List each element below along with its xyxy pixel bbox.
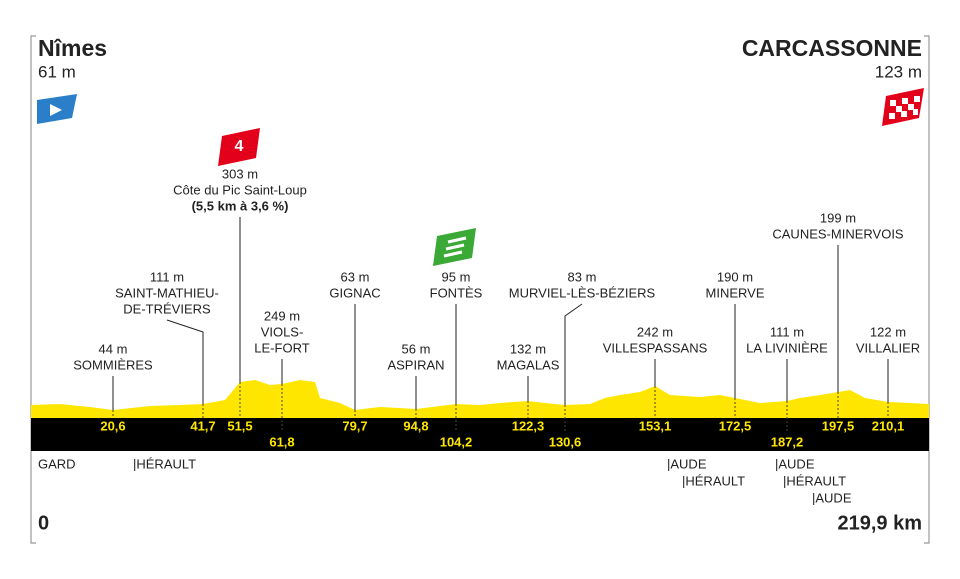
- waypoint-altitude: 83 m: [568, 269, 597, 284]
- waypoint-name: MURVIEL-LÈS-BÉZIERS: [509, 285, 656, 300]
- climb-badge: [218, 128, 260, 166]
- waypoint-altitude: 132 m: [510, 341, 546, 356]
- start-altitude: 61 m: [38, 62, 76, 81]
- waypoint-altitude: 303 m: [222, 166, 258, 181]
- start-flag-arrow: [50, 104, 62, 116]
- waypoint-name: (5,5 km à 3,6 %): [192, 198, 289, 213]
- department: GARD: [38, 456, 76, 471]
- waypoint-km: 41,7: [190, 418, 215, 433]
- waypoint-altitude: 111 m: [770, 324, 804, 339]
- waypoint-name: FONTÈS: [430, 285, 483, 300]
- start-name: Nîmes: [38, 35, 107, 61]
- department: |AUDE: [812, 490, 852, 505]
- waypoint-altitude: 44 m: [99, 341, 128, 356]
- waypoint-altitude: 122 m: [870, 324, 906, 339]
- department: |HÉRAULT: [133, 456, 196, 471]
- frame: [30, 35, 930, 544]
- waypoint-altitude: 249 m: [264, 308, 300, 323]
- waypoint-altitude: 199 m: [820, 210, 856, 225]
- waypoint-name: CAUNES-MINERVOIS: [772, 226, 904, 241]
- waypoint-km: 197,5: [822, 418, 855, 433]
- waypoint-line: [166, 319, 204, 404]
- finish-altitude: 123 m: [875, 62, 922, 81]
- waypoint-name: VIOLS-: [261, 324, 304, 339]
- department: |AUDE: [775, 456, 815, 471]
- waypoint-km: 51,5: [227, 418, 252, 433]
- waypoint-line: [564, 303, 583, 405]
- waypoint-name: MINERVE: [706, 285, 765, 300]
- department: |HÉRAULT: [682, 473, 745, 488]
- waypoint-name: VILLALIER: [856, 340, 920, 355]
- waypoint-name: MAGALAS: [497, 357, 560, 372]
- waypoint-name: Côte du Pic Saint-Loup: [173, 182, 307, 197]
- waypoint-km: 172,5: [719, 418, 752, 433]
- waypoint-km: 153,1: [639, 418, 672, 433]
- waypoint-km: 122,3: [512, 418, 545, 433]
- waypoint-km: 104,2: [440, 434, 473, 449]
- waypoint-km: 187,2: [771, 434, 804, 449]
- waypoint-km: 61,8: [269, 434, 294, 449]
- start-distance: 0: [38, 512, 49, 534]
- waypoint-name: SOMMIÈRES: [73, 357, 153, 372]
- finish-distance: 219,9 km: [837, 512, 922, 534]
- department: |HÉRAULT: [783, 473, 846, 488]
- finish-flag: [882, 88, 924, 126]
- waypoint-altitude: 63 m: [341, 269, 370, 284]
- waypoint-km: 210,1: [872, 418, 905, 433]
- elevation-profile: [31, 380, 929, 418]
- waypoint-km: 94,8: [403, 418, 428, 433]
- climb-category: 4: [235, 138, 244, 155]
- waypoint-altitude: 190 m: [717, 269, 753, 284]
- sprint-badge: [433, 228, 476, 266]
- waypoint-name: VILLESPASSANS: [603, 340, 708, 355]
- waypoint-name: LE-FORT: [254, 340, 309, 355]
- waypoint-name: LA LIVINIÈRE: [746, 340, 828, 355]
- waypoint-name: GIGNAC: [329, 285, 380, 300]
- waypoint-name: SAINT-MATHIEU-: [115, 285, 219, 300]
- waypoint-name: ASPIRAN: [387, 357, 444, 372]
- waypoint-altitude: 56 m: [402, 341, 431, 356]
- waypoint-km: 130,6: [549, 434, 582, 449]
- waypoint-name: DE-TRÉVIERS: [123, 301, 211, 316]
- distance-band: [31, 418, 929, 451]
- waypoint-km: 20,6: [100, 418, 125, 433]
- waypoint-altitude: 242 m: [637, 324, 673, 339]
- department: |AUDE: [667, 456, 707, 471]
- waypoint-altitude: 95 m: [442, 269, 471, 284]
- waypoint-km: 79,7: [342, 418, 367, 433]
- waypoint-altitude: 111 m: [150, 269, 184, 284]
- finish-name: CARCASSONNE: [742, 35, 922, 61]
